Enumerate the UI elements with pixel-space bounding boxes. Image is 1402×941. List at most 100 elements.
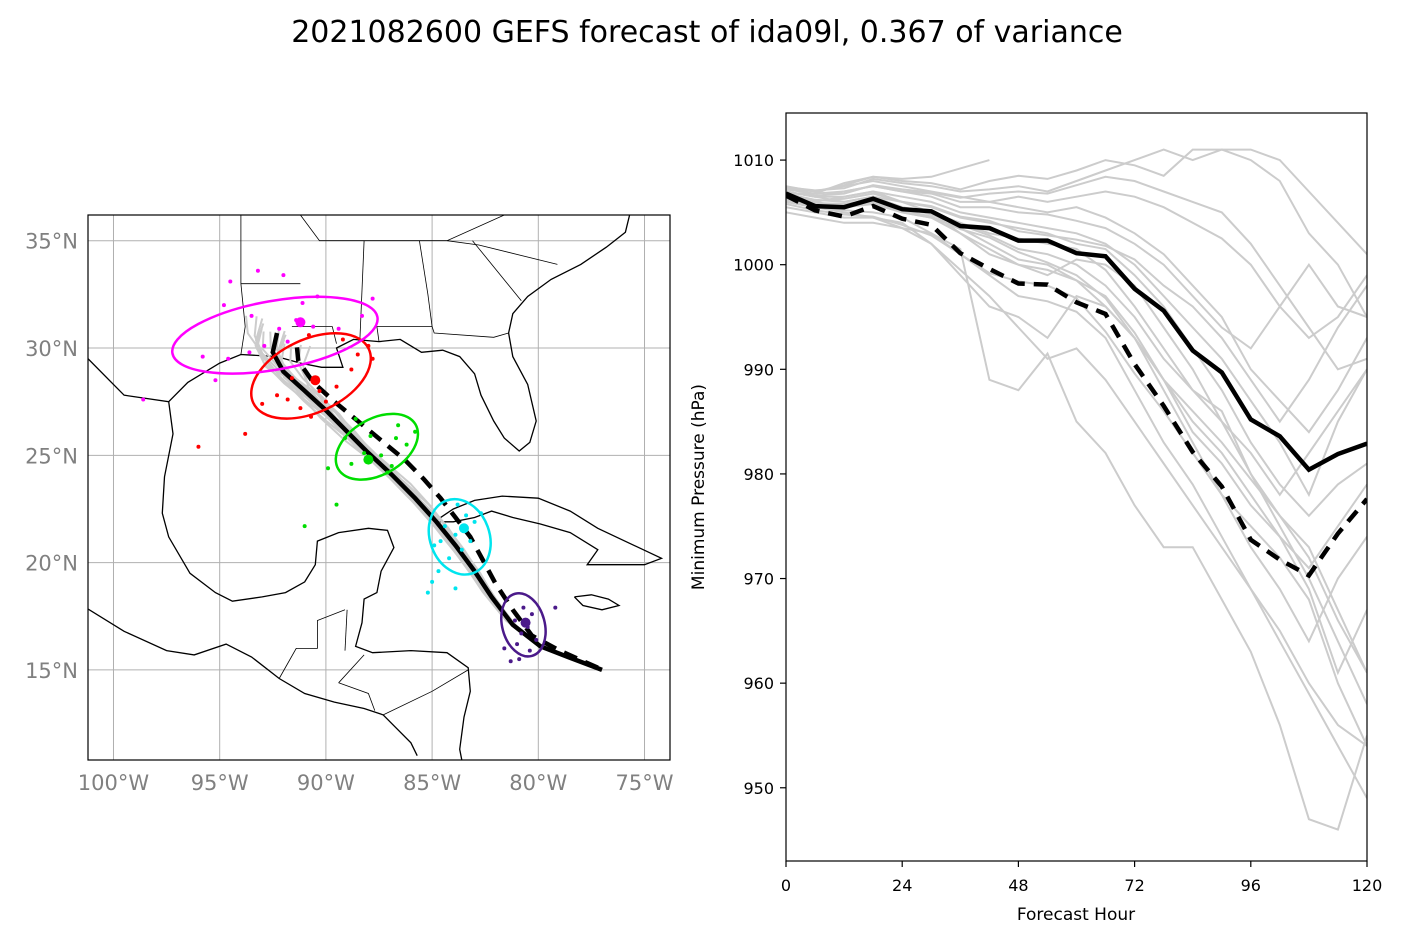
track-map-panel: 100°W 95°W 90°W 85°W 80°W 75°W 15°N 20°N 25°N 30°… [25, 214, 674, 795]
map-gridlines [88, 215, 670, 760]
member-position-dot [442, 524, 447, 529]
x-axis-label: Forecast Hour [1017, 905, 1135, 925]
figure-title: 2021082600 GEFS forecast of ida09l, 0.36… [291, 15, 1123, 50]
member-position-dot [200, 354, 205, 359]
coastline-segment [433, 495, 664, 566]
member-position-dot [389, 464, 394, 469]
member-position-dot [243, 431, 248, 436]
member-pressure-line [786, 185, 1367, 350]
x-tick-label: 96 [1241, 876, 1261, 895]
map-ytick-label: 35°N [25, 230, 78, 254]
member-position-dot [260, 401, 265, 406]
member-position-dot [472, 519, 477, 524]
member-position-dot [430, 579, 435, 584]
map-xtick-label: 100°W [78, 771, 150, 795]
member-position-dot [512, 618, 517, 623]
ensemble-member-pressure-lines [786, 148, 1367, 831]
map-ytick-label: 15°N [25, 659, 78, 683]
member-position-dot [447, 556, 452, 561]
map-xtick-label: 95°W [191, 771, 249, 795]
member-position-dot [393, 436, 398, 441]
member-position-dot [385, 470, 390, 475]
member-pressure-line [786, 198, 1367, 674]
ellipse-center-96h [310, 375, 321, 386]
coastline-segment [88, 608, 418, 756]
member-position-dot [515, 642, 520, 647]
member-position-dot [196, 444, 201, 449]
state-border [291, 326, 337, 344]
member-pressure-line [786, 211, 1367, 831]
ellipse-center-120h [295, 317, 306, 328]
member-position-dot [508, 659, 513, 664]
member-position-dot [370, 356, 375, 361]
member-position-dot [306, 333, 311, 338]
map-xtick-label: 75°W [616, 771, 674, 795]
member-position-dot [247, 350, 252, 355]
member-position-dot [432, 543, 437, 548]
member-position-dot [309, 414, 314, 419]
x-tick-label: 24 [892, 876, 912, 895]
member-position-dot [370, 296, 375, 301]
state-border [240, 215, 246, 355]
member-position-dot [521, 605, 526, 610]
member-position-dot [349, 367, 354, 372]
map-xtick-label: 85°W [403, 771, 461, 795]
member-position-dot [529, 612, 534, 617]
member-position-dot [553, 605, 558, 610]
member-position-dot [413, 429, 418, 434]
x-tick-label: 120 [1352, 876, 1383, 895]
map-ytick-label: 20°N [25, 552, 78, 576]
member-position-dot [141, 397, 146, 402]
member-position-dot [459, 547, 464, 552]
member-position-dot [213, 378, 218, 383]
y-axis-label: Minimum Pressure (hPa) [689, 384, 709, 590]
map-ytick-label: 25°N [25, 444, 78, 468]
member-position-dot [360, 313, 365, 318]
member-position-dot [368, 434, 373, 439]
member-pressure-line [786, 203, 1367, 644]
member-position-dot [436, 569, 441, 574]
member-position-dot [315, 294, 320, 299]
state-border [344, 609, 348, 651]
ellipse-center-72h [363, 454, 374, 465]
coastlines [88, 215, 670, 760]
y-tick-label: 1000 [733, 256, 774, 275]
state-border [446, 240, 558, 265]
member-position-dot [362, 451, 367, 456]
pressure-panel: 0 24 48 72 96 120 950 960 970 980 990 1000 1010 Fore… [689, 112, 1382, 925]
member-pressure-line [786, 206, 1367, 747]
mean-pressure-lines [786, 191, 1367, 579]
member-pressure-line [786, 200, 1367, 799]
coastline-segment [573, 594, 621, 611]
member-position-dot [404, 442, 409, 447]
state-border [383, 669, 469, 716]
member-position-dot [302, 524, 307, 529]
member-position-dot [502, 646, 507, 651]
spread-ellipse-120h [170, 295, 379, 375]
member-pressure-line [786, 190, 1367, 518]
spread-ellipse-72h [334, 412, 420, 481]
state-border [338, 654, 365, 684]
member-position-dot [379, 453, 384, 458]
spread-ellipses [170, 295, 547, 658]
map-ytick-label: 30°N [25, 337, 78, 361]
alt-pressure-dashed-line [786, 193, 1367, 579]
state-border [300, 215, 505, 242]
member-position-dot [323, 399, 328, 404]
member-pressure-line [786, 192, 1367, 424]
pressure-ticks: 0 24 48 72 96 120 950 960 970 980 990 1000 1010 [733, 151, 1382, 895]
member-position-dot [281, 273, 286, 278]
member-position-dot [336, 326, 341, 331]
member-position-dot [455, 502, 460, 507]
member-position-dot [326, 466, 331, 471]
spread-ellipse-96h [250, 332, 373, 420]
member-position-dot [464, 513, 469, 518]
spread-ellipse-48h [427, 497, 492, 576]
state-border [359, 240, 365, 340]
y-tick-label: 1010 [733, 151, 774, 170]
member-pressure-line [786, 148, 1367, 318]
state-border [472, 240, 522, 302]
member-position-dot [298, 406, 303, 411]
ellipse-center-24h [520, 617, 531, 628]
y-tick-label: 980 [743, 465, 774, 484]
